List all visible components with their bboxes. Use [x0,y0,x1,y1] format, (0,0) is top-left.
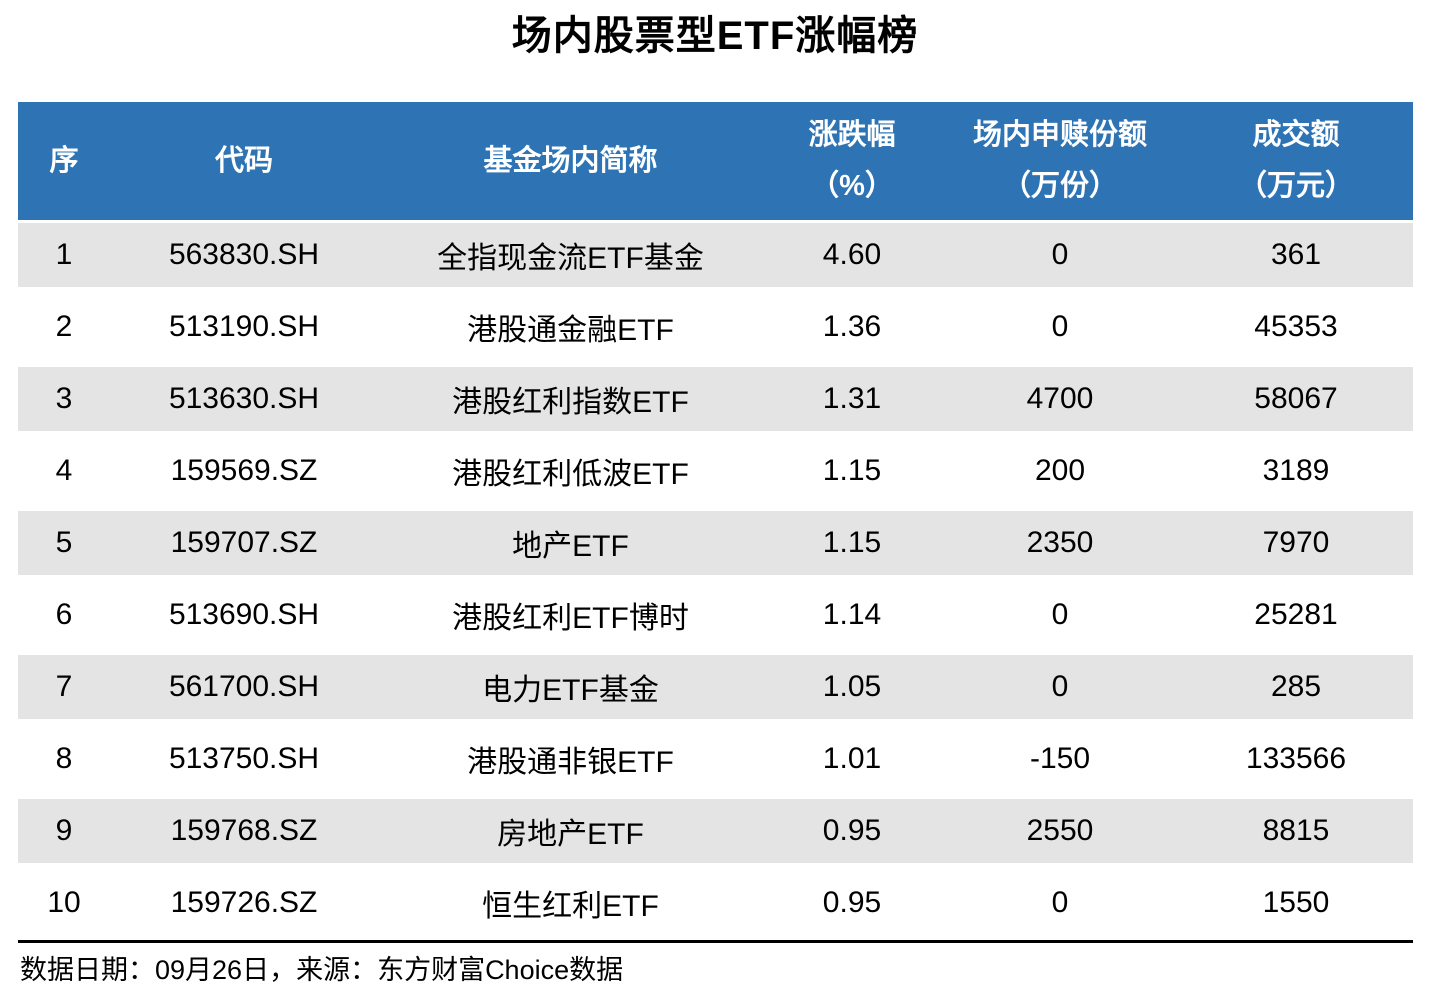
cell-shares: 2350 [941,508,1179,580]
cell-name: 港股红利ETF博时 [378,580,763,652]
cell-seq: 4 [18,436,110,508]
column-sublabel: （万份） [1001,170,1118,202]
cell-shares: -150 [941,724,1179,796]
cell-name: 恒生红利ETF [378,868,763,940]
cell-code: 159569.SZ [110,436,378,508]
cell-shares: 0 [941,580,1179,652]
table-row: 3 513630.SH 港股红利指数ETF 1.31 4700 58067 [18,364,1413,436]
cell-name: 港股红利低波ETF [378,436,763,508]
page-title: 场内股票型ETF涨幅榜 [511,14,919,58]
column-header-turnover: 成交额 （万元） [1179,102,1413,220]
cell-name: 电力ETF基金 [378,652,763,724]
column-header-code: 代码 [110,102,378,220]
cell-change: 0.95 [763,868,941,940]
column-label: 成交额 [1252,119,1340,151]
table-row: 9 159768.SZ 房地产ETF 0.95 2550 8815 [18,796,1413,868]
cell-turnover: 1550 [1179,868,1413,940]
cell-change: 1.05 [763,652,941,724]
cell-turnover: 7970 [1179,508,1413,580]
cell-change: 1.14 [763,580,941,652]
cell-turnover: 361 [1179,220,1413,292]
cell-code: 159707.SZ [110,508,378,580]
cell-shares: 200 [941,436,1179,508]
cell-shares: 0 [941,868,1179,940]
cell-name: 港股通非银ETF [378,724,763,796]
column-header-name: 基金场内简称 [378,102,763,220]
footer-divider [18,940,1413,943]
cell-seq: 1 [18,220,110,292]
cell-code: 513690.SH [110,580,378,652]
cell-turnover: 285 [1179,652,1413,724]
cell-seq: 10 [18,868,110,940]
cell-code: 563830.SH [110,220,378,292]
cell-name: 港股红利指数ETF [378,364,763,436]
cell-name: 房地产ETF [378,796,763,868]
cell-name: 全指现金流ETF基金 [378,220,763,292]
table-body: 1 563830.SH 全指现金流ETF基金 4.60 0 361 2 513190.SH 港股… [18,220,1413,940]
column-label: 序 [49,144,79,177]
column-header-seq: 序 [18,102,110,220]
cell-change: 1.31 [763,364,941,436]
cell-turnover: 25281 [1179,580,1413,652]
cell-change: 0.95 [763,796,941,868]
cell-change: 1.15 [763,436,941,508]
cell-seq: 2 [18,292,110,364]
cell-shares: 0 [941,220,1179,292]
table-row: 7 561700.SH 电力ETF基金 1.05 0 285 [18,652,1413,724]
column-label: 基金场内简称 [483,144,658,177]
cell-shares: 0 [941,292,1179,364]
cell-shares: 0 [941,652,1179,724]
column-label: 涨跌幅 [808,119,896,151]
column-label: 场内申赎份额 [972,119,1147,151]
cell-seq: 8 [18,724,110,796]
column-label: 代码 [214,144,273,177]
table-row: 8 513750.SH 港股通非银ETF 1.01 -150 133566 [18,724,1413,796]
table-row: 10 159726.SZ 恒生红利ETF 0.95 0 1550 [18,868,1413,940]
cell-change: 4.60 [763,220,941,292]
cell-seq: 9 [18,796,110,868]
cell-seq: 3 [18,364,110,436]
cell-name: 港股通金融ETF [378,292,763,364]
cell-turnover: 133566 [1179,724,1413,796]
cell-shares: 4700 [941,364,1179,436]
column-header-change: 涨跌幅 （%） [763,102,941,220]
cell-seq: 6 [18,580,110,652]
cell-turnover: 45353 [1179,292,1413,364]
cell-name: 地产ETF [378,508,763,580]
cell-code: 513630.SH [110,364,378,436]
column-sublabel: （%） [810,170,894,202]
cell-seq: 7 [18,652,110,724]
cell-turnover: 58067 [1179,364,1413,436]
column-header-shares: 场内申赎份额 （万份） [941,102,1179,220]
table-row: 4 159569.SZ 港股红利低波ETF 1.15 200 3189 [18,436,1413,508]
cell-code: 159768.SZ [110,796,378,868]
table-row: 1 563830.SH 全指现金流ETF基金 4.60 0 361 [18,220,1413,292]
cell-turnover: 8815 [1179,796,1413,868]
cell-code: 561700.SH [110,652,378,724]
cell-code: 513750.SH [110,724,378,796]
cell-code: 159726.SZ [110,868,378,940]
source-note: 数据日期：09月26日，来源：东方财富Choice数据 [20,955,624,985]
table-row: 2 513190.SH 港股通金融ETF 1.36 0 45353 [18,292,1413,364]
cell-turnover: 3189 [1179,436,1413,508]
table-row: 6 513690.SH 港股红利ETF博时 1.14 0 25281 [18,580,1413,652]
cell-change: 1.01 [763,724,941,796]
cell-shares: 2550 [941,796,1179,868]
cell-seq: 5 [18,508,110,580]
column-sublabel: （万元） [1237,170,1354,202]
cell-change: 1.15 [763,508,941,580]
cell-change: 1.36 [763,292,941,364]
table-header: 序 代码 基金场内简称 涨跌幅 （%） 场内申赎份额 （万份） 成交额 （万元） [18,102,1413,220]
cell-code: 513190.SH [110,292,378,364]
table-header-row: 序 代码 基金场内简称 涨跌幅 （%） 场内申赎份额 （万份） 成交额 （万元） [18,102,1413,220]
table-row: 5 159707.SZ 地产ETF 1.15 2350 7970 [18,508,1413,580]
etf-table: 序 代码 基金场内简称 涨跌幅 （%） 场内申赎份额 （万份） 成交额 （万元） 1 563830… [18,102,1413,940]
